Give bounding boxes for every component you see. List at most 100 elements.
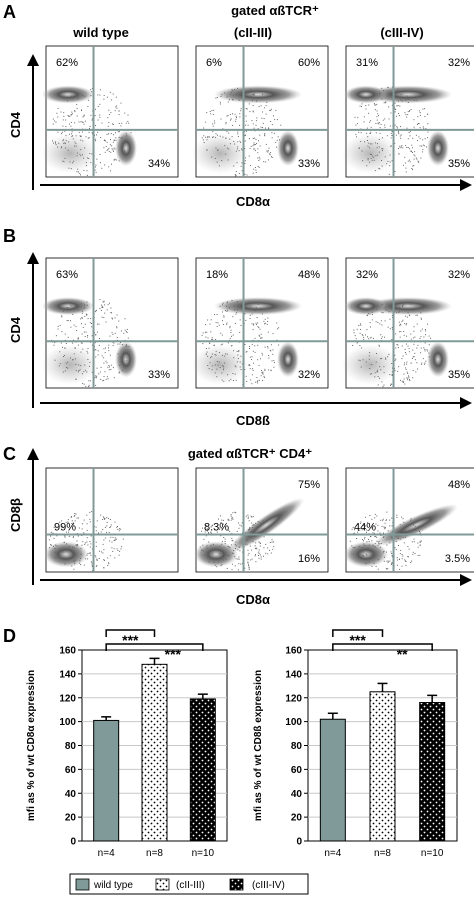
quadrant-pct-ur: 32% xyxy=(448,57,470,69)
population-cd8 xyxy=(115,341,137,378)
error-bar-3 xyxy=(427,694,438,703)
legend-swatch-cii-iii xyxy=(155,878,170,891)
population-cd4 xyxy=(214,85,302,104)
panel-a-axes xyxy=(27,54,472,191)
quadrant-pct-ur: 32% xyxy=(448,269,470,281)
population-dn xyxy=(192,133,248,174)
y-tick-label: 160 xyxy=(59,646,76,657)
quadrant-pct-ur: 75% xyxy=(298,479,320,491)
legend: wild type (cII-III) (cIII-IV) xyxy=(69,873,309,895)
legend-label-cii-iii: (cII-III) xyxy=(176,880,205,891)
bar-chart-cd8b: 0 20 40 60 80 100 120 140 160 mfi as % of wt CD8ß… xyxy=(253,629,458,859)
error-bar-1 xyxy=(327,712,338,720)
population-cd4 xyxy=(42,85,94,104)
bar-chart-cd8a: 0 20 40 60 80 100 120 140 160 mfi as % of wt CD8α… xyxy=(26,629,228,859)
dot-plot-c-2: 8.3% 75% 16% xyxy=(194,467,329,573)
dot-plot-b-3: 32% 32% 35% xyxy=(342,257,474,389)
population-cd8-neg xyxy=(194,541,238,568)
error-bar-1 xyxy=(101,716,112,721)
dot-plot-a-2: 6% 60% 33% xyxy=(192,45,329,178)
panel-a-header: gated αßTCR⁺ xyxy=(231,3,319,18)
quadrant-pct-ul: 63% xyxy=(56,269,78,281)
y-tick-label: 40 xyxy=(291,789,303,800)
bar-3 xyxy=(189,698,216,842)
error-bar-2 xyxy=(149,657,160,665)
bar-1 xyxy=(93,719,120,842)
significance-label: *** xyxy=(349,632,366,648)
dot-plot-b-1: 63% 33% xyxy=(42,257,179,389)
quadrant-pct-ur: 48% xyxy=(298,269,320,281)
significance-bracket-1: *** xyxy=(105,629,156,648)
quadrant-pct-lr: 35% xyxy=(448,369,470,381)
y-tick-label: 20 xyxy=(291,813,303,824)
panel-letter-c: C xyxy=(3,444,16,464)
population-cd8-neg xyxy=(44,541,88,568)
y-tick-label: 0 xyxy=(296,837,302,848)
population-cd4 xyxy=(364,297,452,316)
x-category-label: n=10 xyxy=(192,848,215,859)
quadrant-pct-lr: 34% xyxy=(148,158,170,170)
quadrant-pct-ur: 48% xyxy=(448,479,470,491)
quadrant-pct-ul: 18% xyxy=(206,269,228,281)
significance-label: *** xyxy=(122,632,139,648)
population-cd4-low xyxy=(344,85,388,104)
y-tick-label: 160 xyxy=(285,646,302,657)
dot-plot-b-2: 18% 48% 32% xyxy=(192,257,329,389)
legend-swatch-wild-type xyxy=(75,878,90,891)
panel-a-y-label: CD4 xyxy=(8,111,23,138)
legend-label-ciii-iv: (cIII-IV) xyxy=(252,880,285,891)
x-category-label: n=8 xyxy=(374,848,391,859)
y-tick-label: 0 xyxy=(70,837,76,848)
bar-2 xyxy=(369,691,396,842)
significance-bracket-1: *** xyxy=(332,629,384,648)
y-tick-label: 140 xyxy=(59,669,76,680)
bar-3 xyxy=(419,702,446,842)
quadrant-pct-ul: 32% xyxy=(356,269,378,281)
error-bar-3 xyxy=(197,693,208,699)
y-tick-label: 120 xyxy=(59,693,76,704)
bar-2 xyxy=(141,663,168,842)
quadrant-pct-lr: 16% xyxy=(298,553,320,565)
quadrant-pct-lr: 33% xyxy=(148,369,170,381)
quadrant-pct-lr: 35% xyxy=(448,158,470,170)
legend-box xyxy=(69,873,309,895)
panel-c-y-label: CD8β xyxy=(8,498,23,532)
col-title-ciii-iv: (cIII-IV) xyxy=(380,25,423,40)
significance-label: *** xyxy=(165,646,182,662)
population-dn xyxy=(342,344,398,385)
y-tick-label: 60 xyxy=(65,765,77,776)
population-cd4 xyxy=(214,297,302,316)
panel-c-x-label: CD8α xyxy=(236,592,270,607)
significance-label: ** xyxy=(397,646,408,662)
quadrant-pct-ul: 62% xyxy=(56,57,78,69)
population-cd8-pos xyxy=(374,504,458,547)
population-cd8 xyxy=(427,341,449,378)
population-dn xyxy=(342,133,398,174)
y-tick-label: 120 xyxy=(285,693,302,704)
population-cd8 xyxy=(277,341,299,378)
significance-bracket-2: ** xyxy=(332,643,433,662)
legend-swatch-ciii-iv xyxy=(229,878,244,891)
population-cd8-pos xyxy=(227,497,305,553)
panel-letter-b: B xyxy=(3,226,16,246)
y-tick-label: 140 xyxy=(285,669,302,680)
y-tick-label: 100 xyxy=(285,717,302,728)
significance-bracket-2: *** xyxy=(105,643,204,662)
panel-b-axes xyxy=(27,252,472,409)
population-cd8 xyxy=(277,130,299,167)
col-title-wild-type: wild type xyxy=(72,25,129,40)
error-bar-2 xyxy=(377,682,388,692)
y-tick-label: 100 xyxy=(59,717,76,728)
quadrant-pct-lr: 32% xyxy=(298,369,320,381)
quadrant-pct-lr: 33% xyxy=(298,158,320,170)
panel-letter-a: A xyxy=(3,2,16,22)
legend-label-wild-type: wild type xyxy=(93,880,133,891)
population-cd4-low xyxy=(344,297,388,316)
x-category-label: n=10 xyxy=(421,848,444,859)
y-tick-label: 80 xyxy=(291,741,303,752)
quadrant-pct-ll: 44% xyxy=(354,522,376,534)
panel-b-x-label: CD8ß xyxy=(236,413,270,428)
dot-plot-a-1: 62% 34% xyxy=(42,45,179,178)
x-category-label: n=4 xyxy=(324,848,341,859)
